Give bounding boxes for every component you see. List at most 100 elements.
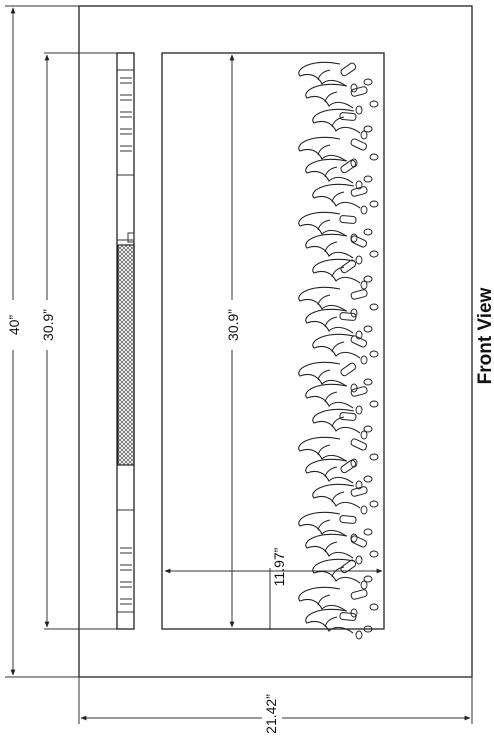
opening-height-dimension-left: 30.9” [37, 52, 118, 630]
flame-shape [324, 91, 338, 103]
flame-shape [305, 158, 354, 184]
flame-shape [312, 333, 361, 359]
ember-shape [363, 175, 373, 183]
ember-shape [363, 125, 373, 133]
flame-shape [324, 541, 338, 553]
ember-shape [355, 405, 363, 415]
ember-shape [363, 575, 373, 583]
flame-shape [317, 69, 331, 81]
front-panel [161, 52, 385, 630]
log-shape [340, 459, 357, 474]
flame-shape [331, 116, 345, 128]
flame-shape [298, 436, 347, 462]
flame-shape [312, 558, 361, 584]
ember-shape [355, 555, 363, 565]
log-shape [340, 62, 357, 77]
ember-shape [363, 275, 373, 283]
flame-shape [298, 211, 347, 237]
flame-shape [317, 219, 331, 231]
opening-height-center-label: 30.9” [225, 309, 241, 341]
flame-shape [305, 83, 354, 109]
flame-shape [324, 391, 338, 403]
flame-shape [317, 369, 331, 381]
ember-shape [363, 228, 373, 236]
flame-shape [312, 258, 361, 284]
flame-shape [298, 286, 347, 312]
flame-shape [298, 511, 347, 537]
ember-shape [369, 250, 379, 258]
log-shape [339, 112, 357, 121]
flame-shape [305, 308, 354, 334]
log-shape [350, 438, 368, 451]
flame-shape [317, 294, 331, 306]
ember-shape [363, 325, 373, 333]
ember-shape [369, 303, 379, 311]
overall-width-label: 21.42” [263, 694, 279, 734]
flame-shape [298, 361, 347, 387]
ember-shape [369, 200, 379, 208]
ember-shape [360, 430, 368, 440]
flame-shape [324, 466, 338, 478]
ember-shape [360, 130, 368, 140]
log-shape [350, 86, 368, 97]
ember-shape [369, 550, 379, 558]
flame-shape [305, 608, 354, 634]
ember-shape [355, 480, 363, 490]
ember-shape [355, 255, 363, 265]
side-profile [116, 52, 135, 630]
ember-shape [363, 425, 373, 433]
flame-shape [324, 166, 338, 178]
log-shape [339, 515, 357, 524]
ember-shape [360, 355, 368, 365]
log-shape [350, 186, 368, 197]
ember-shape [355, 105, 363, 115]
ember-shape [369, 400, 379, 408]
flame-shape [317, 444, 331, 456]
flame-shape [298, 136, 347, 162]
ember-shape [355, 330, 363, 340]
log-shape [350, 486, 368, 497]
flame-shape [312, 483, 361, 509]
flame-depth-dimension: 11.97” [164, 547, 383, 630]
log-shape [340, 259, 357, 274]
ember-shape [363, 475, 373, 483]
ember-shape [369, 500, 379, 508]
flame-shape [331, 566, 345, 578]
log-shape [350, 235, 368, 248]
log-shape [350, 535, 368, 548]
log-shape [339, 612, 357, 621]
ember-shape [363, 625, 373, 633]
ember-shape [363, 528, 373, 536]
opening-height-left-label: 30.9” [40, 309, 56, 341]
overall-height-dimension: 40” [3, 5, 79, 678]
flame-shape [298, 586, 347, 612]
log-shape [340, 159, 357, 174]
log-shape [350, 589, 368, 600]
ember-shape [363, 378, 373, 386]
flame-shape [317, 519, 331, 531]
flame-shape [317, 144, 331, 156]
log-shape [350, 289, 368, 300]
flame-shape [331, 491, 345, 503]
flame-shape [324, 616, 338, 628]
log-shape [339, 215, 357, 224]
flame-shape [331, 341, 345, 353]
ember-shape [360, 505, 368, 515]
overall-height-label: 40” [6, 315, 22, 336]
log-shape [350, 335, 368, 348]
flame-shape [305, 458, 354, 484]
ember-shape [360, 205, 368, 215]
flame-shape [305, 383, 354, 409]
log-shape [350, 138, 368, 151]
flame-shape [312, 408, 361, 434]
ember-shape [369, 603, 379, 611]
flame-shape [298, 61, 347, 87]
flame-shape [312, 108, 361, 134]
flame-shape [324, 316, 338, 328]
ember-shape [350, 233, 358, 243]
overall-width-dimension: 21.42” [78, 677, 473, 744]
flame-shape [331, 266, 345, 278]
flame-log-artwork [298, 61, 379, 640]
flame-shape [312, 183, 361, 209]
